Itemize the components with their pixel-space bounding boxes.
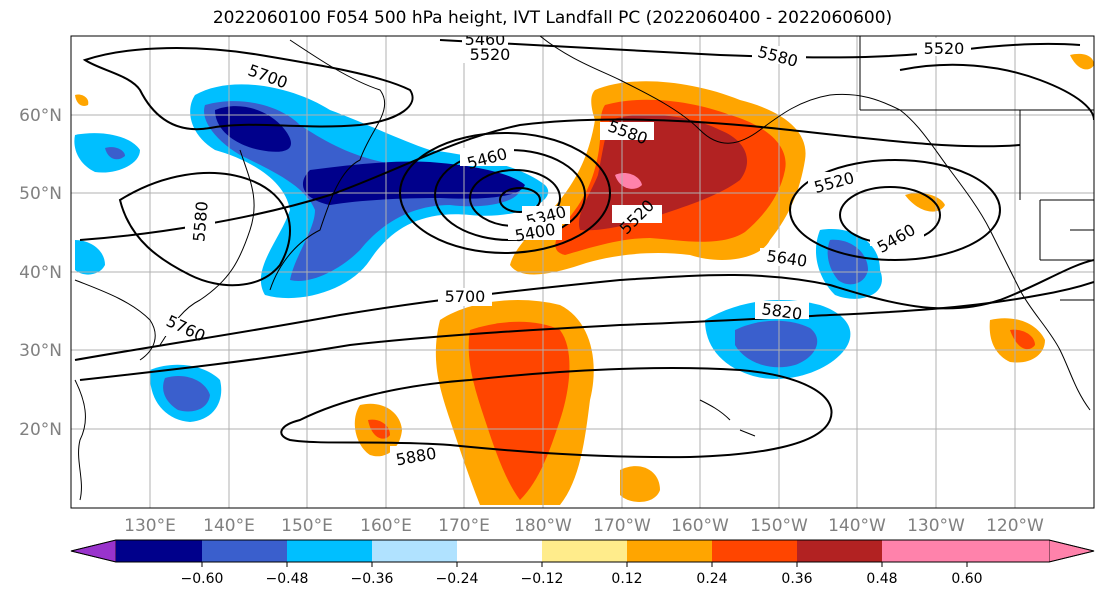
colorbar-tick-label: 0.36 bbox=[781, 571, 812, 587]
lon-label: 120°W bbox=[986, 516, 1044, 536]
colorbar-segment bbox=[287, 540, 372, 562]
latitude-labels: 60°N 50°N 40°N 30°N 20°N bbox=[19, 106, 62, 440]
colorbar: −0.60 −0.48 −0.36 −0.24 −0.12 0.12 0.24 … bbox=[70, 539, 1095, 587]
colorbar-tick-label: −0.36 bbox=[351, 571, 394, 587]
lat-label: 30°N bbox=[19, 341, 62, 361]
colorbar-segment bbox=[457, 540, 542, 562]
colorbar-ticks bbox=[201, 562, 968, 567]
colorbar-tick-label: 0.48 bbox=[866, 571, 897, 587]
contour-label: 5700 bbox=[445, 287, 486, 306]
colorbar-segment bbox=[116, 540, 202, 562]
lon-label: 160°E bbox=[360, 516, 412, 536]
colorbar-segment bbox=[797, 540, 882, 562]
colorbar-extend-low bbox=[70, 539, 117, 563]
lon-label: 140°E bbox=[203, 516, 255, 536]
lon-label: 170°E bbox=[438, 516, 490, 536]
longitude-labels: 130°E 140°E 150°E 160°E 170°E 180°W 170°… bbox=[124, 516, 1044, 536]
lon-label: 170°W bbox=[593, 516, 651, 536]
gridlines bbox=[71, 36, 1094, 508]
colorbar-tick-label: −0.12 bbox=[521, 571, 564, 587]
coastlines bbox=[74, 36, 1094, 501]
lat-label: 20°N bbox=[19, 420, 62, 440]
colorbar-segment bbox=[202, 540, 287, 562]
colorbar-segment bbox=[967, 540, 1049, 562]
lat-label: 40°N bbox=[19, 263, 62, 283]
lat-label: 50°N bbox=[19, 184, 62, 204]
map-title: 2022060100 F054 500 hPa height, IVT Land… bbox=[212, 8, 893, 28]
colorbar-tick-label: 0.12 bbox=[611, 571, 642, 587]
lon-label: 150°E bbox=[281, 516, 333, 536]
colorbar-tick-label: −0.60 bbox=[181, 571, 224, 587]
lat-label: 60°N bbox=[19, 106, 62, 126]
contour-label: 5520 bbox=[924, 39, 965, 58]
lon-label: 160°W bbox=[671, 516, 729, 536]
colorbar-tick-label: −0.24 bbox=[436, 571, 479, 587]
contour-label-group: 5460 5520 5580 5520 5700 5580 5460 5580 … bbox=[158, 36, 971, 469]
colorbar-extend-high bbox=[1048, 539, 1095, 563]
colorbar-segment bbox=[627, 540, 712, 562]
contour-label: 5520 bbox=[470, 45, 511, 64]
lon-label: 150°W bbox=[750, 516, 808, 536]
map-frame bbox=[70, 35, 1095, 509]
lon-label: 180°W bbox=[514, 516, 572, 536]
colorbar-segment bbox=[372, 540, 457, 562]
colorbar-tick-label: 0.60 bbox=[951, 571, 982, 587]
map-content: 5460 5520 5580 5520 5700 5580 5460 5580 … bbox=[71, 36, 1094, 508]
colorbar-segment bbox=[882, 540, 967, 562]
lon-label: 140°W bbox=[828, 516, 886, 536]
colorbar-tick-label: −0.48 bbox=[266, 571, 309, 587]
contour-label: 5580 bbox=[189, 200, 211, 242]
colorbar-outline bbox=[70, 539, 1095, 563]
colorbar-segment bbox=[712, 540, 797, 562]
colorbar-tick-label: 0.24 bbox=[696, 571, 727, 587]
lon-label: 130°E bbox=[124, 516, 176, 536]
lon-label: 130°W bbox=[907, 516, 965, 536]
colorbar-segment bbox=[542, 540, 627, 562]
